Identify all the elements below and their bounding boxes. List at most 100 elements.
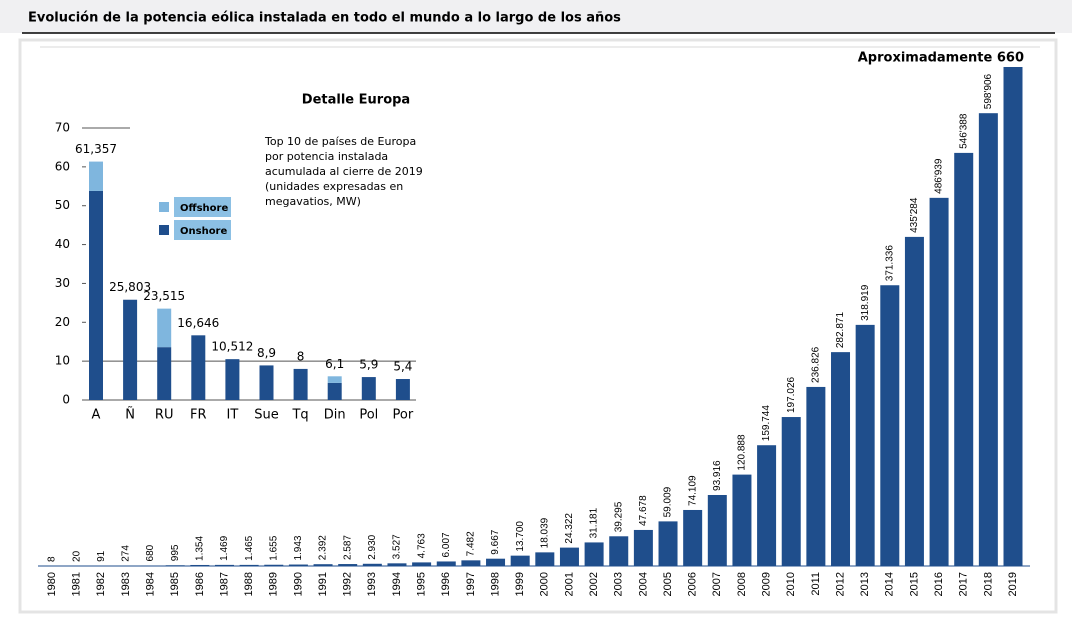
x-tick-label: 2013 [859,572,871,596]
value-label: 8 [47,556,58,562]
bar-segment [89,190,103,400]
x-tick-label: 1994 [391,572,403,596]
y-tick-label: 40 [55,237,70,251]
x-tick-label: 2004 [637,572,649,596]
x-tick-label: 2006 [687,572,699,596]
x-tick-label: Din [324,408,346,423]
x-tick-label: 1985 [169,572,181,596]
value-label: 1.655 [268,535,279,560]
bar [609,536,629,566]
y-tick-label: 0 [62,393,70,407]
bar [190,564,210,566]
bar-segment [225,359,240,400]
value-label: 20 [71,550,82,562]
value-label: 1.354 [194,536,205,561]
value-label: 236.826 [811,346,822,383]
total-label: 16,646 [177,316,219,330]
bar [141,565,161,566]
x-tick-label: 1996 [440,572,452,596]
y-tick-label: 30 [55,276,70,290]
value-label: 24.322 [564,513,575,544]
value-label: 1.943 [293,535,304,560]
bar [929,197,949,566]
x-tick-label: 1987 [218,572,230,596]
x-tick-label: 2017 [958,572,970,596]
title-bar [0,0,1072,33]
bar-segment [157,347,172,400]
legend-swatch [159,225,169,235]
bar [757,445,777,566]
value-label: 120.888 [737,434,748,471]
x-tick-label: 1998 [489,572,501,596]
value-label: 274 [121,545,132,562]
bar [214,564,234,566]
bar [806,386,826,566]
bar-segment [191,335,206,400]
value-label: 2.930 [367,534,378,559]
y-tick-label: 60 [55,159,70,173]
bar [978,113,998,566]
y-tick-label: 70 [55,121,70,135]
bar [387,563,407,566]
bar [461,560,481,566]
x-tick-label: 1982 [95,572,107,596]
x-tick-label: 2002 [588,572,600,596]
bar [510,555,530,566]
bar [781,417,801,566]
value-label: 318.919 [860,284,871,321]
bar-segment [327,376,342,383]
main-chart: 1980 8 1981 20 1982 91 1983 274 1984 680 1985 995 19… [38,51,1030,596]
bar [584,542,604,566]
x-tick-label: 2001 [563,572,575,596]
x-tick-label: 1997 [465,572,477,596]
value-label: 6.007 [441,532,452,557]
legend-swatch [159,202,169,212]
bar [239,564,259,566]
x-tick-label: 2015 [908,572,920,596]
value-label: 282.871 [835,312,846,349]
x-tick-label: 1991 [317,572,329,596]
value-label: 39.295 [613,501,624,532]
bar [954,152,974,566]
value-label: 93.916 [712,460,723,491]
x-tick-label: Tq [291,408,308,423]
value-label: 1.465 [244,535,255,560]
total-label: 5,4 [393,360,412,374]
value-label: 7.482 [466,531,477,556]
x-tick-label: 2000 [539,572,551,596]
bar [880,285,900,566]
legend-label: Onshore [180,226,227,237]
legend-label: Offshore [180,203,228,214]
bar [436,561,456,566]
bar-segment [327,382,342,400]
bar [559,547,579,566]
bar [288,564,308,566]
total-label: 8,9 [257,346,276,360]
x-tick-label: Por [393,408,414,423]
bar [362,563,382,566]
x-tick-label: 2010 [785,572,797,596]
bar [732,474,752,566]
x-tick-label: 2005 [662,572,674,596]
bar [486,558,506,566]
y-tick-label: 10 [55,354,70,368]
x-tick-label: 1980 [46,572,58,596]
value-label: 9.667 [490,529,501,554]
x-tick-label: 2007 [711,572,723,596]
value-label: 4.763 [416,533,427,558]
annotation: (unidades expresadas en [265,180,403,193]
value-label: 159.744 [761,405,772,442]
value-label: 546'388 [958,113,969,149]
x-tick-label: 2019 [1007,572,1019,596]
bar [412,562,432,566]
x-tick-label: 1990 [292,572,304,596]
total-label: 25,803 [109,280,151,294]
x-tick-label: Ñ [125,407,135,423]
value-label: 598'906 [983,73,994,109]
bar [707,494,727,566]
value-label: 3.527 [392,534,403,559]
x-tick-label: 2003 [613,572,625,596]
y-tick-label: 50 [55,198,70,212]
